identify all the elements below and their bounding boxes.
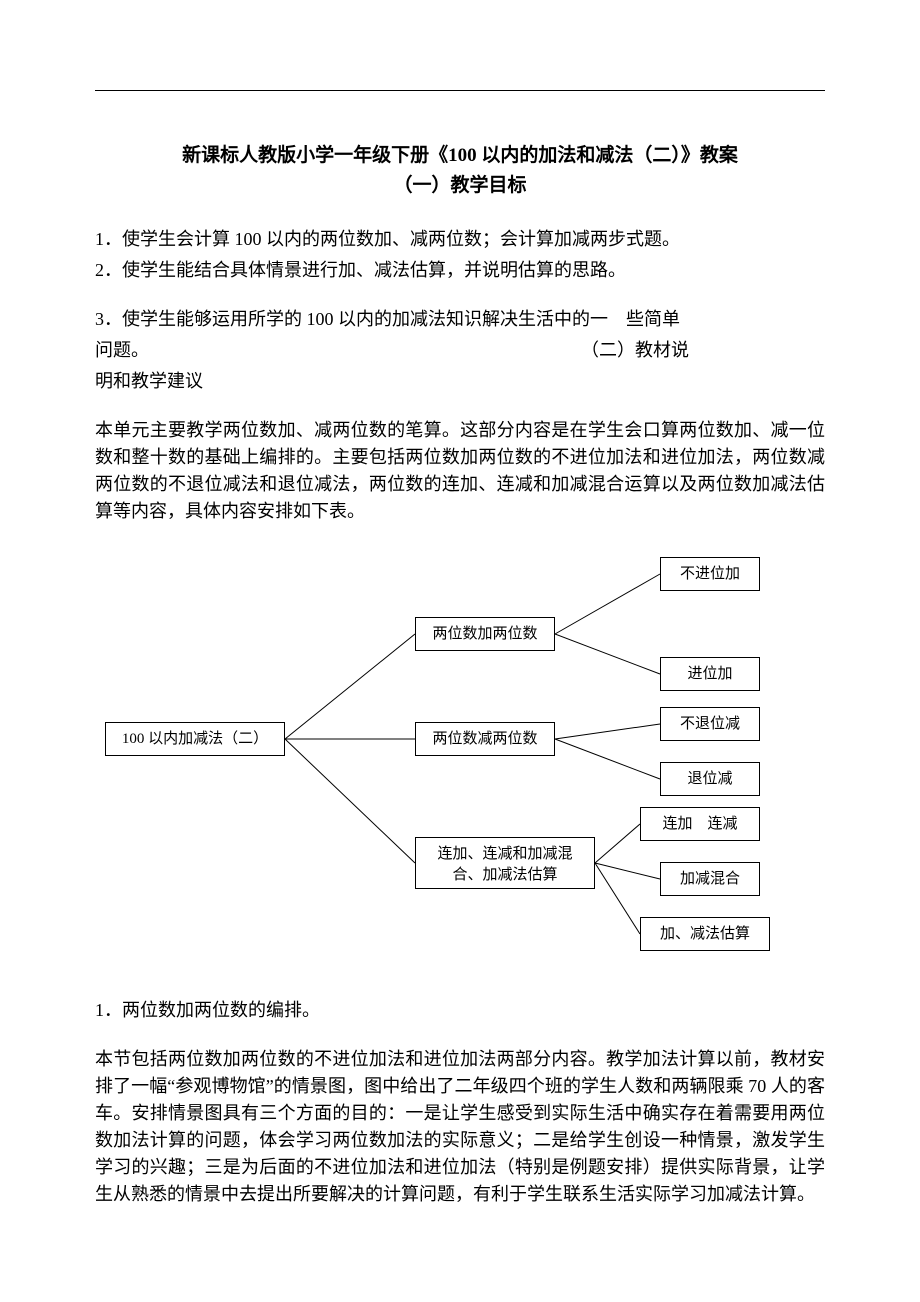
diagram-edge	[595, 824, 640, 863]
goal-3-block: 3．使学生能够运用所学的 100 以内的加减法知识解决生活中的一 些简单 问题。…	[95, 306, 825, 395]
title-line-1: 新课标人教版小学一年级下册《100 以内的加法和减法（二）》教案	[95, 141, 825, 171]
diagram-edge	[285, 634, 415, 739]
section-1-body: 本节包括两位数加两位数的不进位加法和进位加法两部分内容。教学加法计算以前，教材安…	[95, 1046, 825, 1208]
diagram-node-b: 两位数减两位数	[415, 722, 555, 756]
title-block: 新课标人教版小学一年级下册《100 以内的加法和减法（二）》教案 （一）教学目标	[95, 141, 825, 202]
page: 新课标人教版小学一年级下册《100 以内的加法和减法（二）》教案 （一）教学目标…	[0, 0, 920, 1302]
section-1-heading-block: 1．两位数加两位数的编排。	[95, 997, 825, 1024]
overview-text: 本单元主要教学两位数加、减两位数的笔算。这部分内容是在学生会口算两位数加、减一位…	[95, 417, 825, 525]
diagram-edge	[555, 739, 660, 779]
title-line-2: （一）教学目标	[95, 171, 825, 201]
diagram-edge	[555, 724, 660, 739]
section-1-body-block: 本节包括两位数加两位数的不进位加法和进位加法两部分内容。教学加法计算以前，教材安…	[95, 1046, 825, 1208]
diagram-node-a: 两位数加两位数	[415, 617, 555, 651]
diagram-node-a1: 不进位加	[660, 557, 760, 591]
diagram-node-c1: 连加 连减	[640, 807, 760, 841]
diagram-edge	[555, 634, 660, 674]
section-1-heading: 1．两位数加两位数的编排。	[95, 997, 825, 1024]
goal-1: 1．使学生会计算 100 以内的两位数加、减两位数；会计算加减两步式题。	[95, 226, 825, 253]
goal-3a: 3．使学生能够运用所学的 100 以内的加减法知识解决生活中的一 些简单	[95, 306, 825, 333]
diagram-lines	[95, 547, 825, 967]
diagram-node-c3: 加、减法估算	[640, 917, 770, 951]
goal-2: 2．使学生能结合具体情景进行加、减法估算，并说明估算的思路。	[95, 257, 825, 284]
goal-3c: 明和教学建议	[95, 368, 825, 395]
diagram-node-b2: 退位减	[660, 762, 760, 796]
top-rule	[95, 90, 825, 91]
diagram-node-c: 连加、连减和加减混 合、加减法估算	[415, 837, 595, 889]
diagram-edge	[285, 739, 415, 863]
diagram-edge	[595, 863, 660, 879]
diagram-node-b1: 不退位减	[660, 707, 760, 741]
content-tree-diagram: 100 以内加减法（二） 两位数加两位数 不进位加进位加两位数减两位数 不退位减退位减…	[95, 547, 825, 967]
diagram-node-root: 100 以内加减法（二）	[105, 722, 285, 756]
diagram-edge	[555, 574, 660, 634]
goal-3b: 问题。 （二）教材说	[95, 337, 825, 364]
overview-block: 本单元主要教学两位数加、减两位数的笔算。这部分内容是在学生会口算两位数加、减一位…	[95, 417, 825, 525]
diagram-node-a2: 进位加	[660, 657, 760, 691]
diagram-node-c2: 加减混合	[660, 862, 760, 896]
diagram-edge	[595, 863, 640, 934]
goals-block: 1．使学生会计算 100 以内的两位数加、减两位数；会计算加减两步式题。 2．使…	[95, 226, 825, 284]
